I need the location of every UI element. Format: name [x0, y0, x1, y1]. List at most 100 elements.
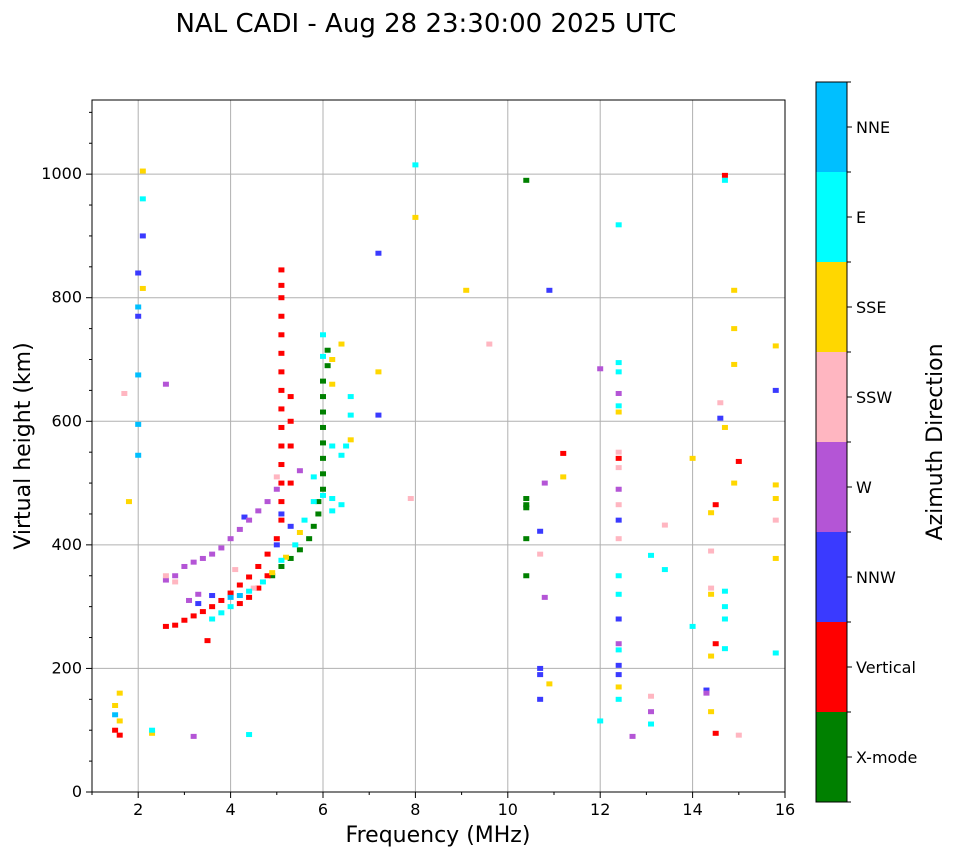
- data-point: [615, 591, 622, 597]
- data-point: [347, 412, 354, 418]
- data-point: [209, 593, 216, 599]
- colorbar-tick-label: SSW: [856, 388, 892, 407]
- data-point: [523, 573, 530, 579]
- series-nnw: [135, 233, 779, 702]
- colorbar-tick-label: X-mode: [856, 748, 917, 767]
- data-point: [320, 471, 326, 477]
- data-point: [301, 517, 308, 523]
- colorbar-segment: [816, 532, 847, 622]
- data-point: [412, 162, 419, 168]
- data-point: [712, 641, 719, 647]
- data-point: [772, 387, 779, 393]
- data-point: [546, 287, 553, 293]
- data-point: [241, 514, 248, 520]
- data-point: [139, 233, 146, 239]
- data-point: [412, 214, 419, 220]
- series-ssw: [121, 341, 779, 738]
- data-point: [463, 287, 470, 293]
- data-point: [236, 526, 243, 532]
- data-point: [324, 363, 331, 369]
- colorbar-segment: [816, 442, 847, 532]
- data-point: [703, 690, 710, 696]
- data-point: [278, 267, 285, 273]
- data-point: [615, 616, 622, 622]
- data-point: [320, 409, 326, 415]
- data-points: [112, 162, 779, 739]
- colorbar-segment: [816, 712, 847, 802]
- data-point: [246, 517, 253, 523]
- data-point: [708, 709, 715, 715]
- data-point: [269, 573, 276, 579]
- data-point: [560, 450, 567, 456]
- x-tick-label: 16: [775, 800, 795, 819]
- data-point: [537, 672, 544, 678]
- data-point: [329, 443, 336, 449]
- data-point: [338, 452, 345, 458]
- data-point: [615, 486, 622, 492]
- data-point: [162, 573, 169, 579]
- data-point: [278, 295, 285, 301]
- data-point: [615, 369, 622, 375]
- y-tick-label: 800: [51, 288, 82, 307]
- data-point: [721, 588, 728, 594]
- data-point: [209, 551, 216, 557]
- data-point: [278, 443, 285, 449]
- data-point: [236, 601, 243, 607]
- data-point: [661, 522, 668, 528]
- colorbar-segment: [816, 172, 847, 262]
- data-point: [721, 616, 728, 622]
- data-point: [287, 418, 294, 424]
- data-point: [310, 523, 317, 529]
- x-tick-label: 10: [498, 800, 518, 819]
- data-point: [287, 555, 294, 561]
- data-point: [255, 508, 262, 514]
- data-point: [227, 594, 234, 600]
- colorbar-tick-label: NNE: [856, 118, 890, 137]
- colorbar-label: Azimuth Direction: [923, 343, 948, 540]
- data-point: [772, 343, 779, 349]
- colorbar: X-mode Vertical NNW W SSW SSE E NNE: [815, 81, 917, 803]
- data-point: [689, 455, 696, 461]
- data-point: [731, 361, 738, 367]
- data-point: [375, 412, 382, 418]
- data-point: [320, 353, 326, 359]
- data-point: [615, 502, 622, 508]
- data-point: [162, 577, 169, 583]
- data-point: [615, 449, 622, 455]
- data-point: [278, 517, 285, 523]
- data-point: [708, 591, 715, 597]
- data-point: [537, 696, 544, 702]
- x-tick-label: 8: [410, 800, 420, 819]
- data-point: [278, 499, 285, 505]
- data-point: [717, 415, 724, 421]
- data-point: [731, 480, 738, 486]
- data-point: [190, 733, 197, 739]
- x-tick-label: 6: [318, 800, 328, 819]
- data-point: [703, 687, 710, 693]
- data-point: [329, 496, 336, 502]
- data-point: [255, 563, 262, 569]
- colorbar-segment: [816, 622, 847, 712]
- data-point: [597, 366, 604, 372]
- colorbar-segment: [816, 82, 847, 172]
- data-point: [310, 499, 317, 505]
- data-point: [190, 559, 197, 565]
- data-point: [772, 650, 779, 656]
- data-point: [278, 350, 285, 356]
- data-point: [162, 381, 169, 387]
- data-point: [278, 480, 285, 486]
- data-point: [218, 545, 225, 551]
- data-point: [139, 285, 146, 291]
- colorbar-tick-label: W: [856, 478, 872, 497]
- data-point: [315, 511, 322, 517]
- data-point: [278, 406, 285, 412]
- data-point: [615, 641, 622, 647]
- data-point: [523, 496, 530, 502]
- data-point: [721, 646, 728, 652]
- data-point: [329, 508, 336, 514]
- data-point: [320, 394, 326, 400]
- data-point: [278, 387, 285, 393]
- data-point: [112, 703, 119, 708]
- data-point: [218, 610, 225, 616]
